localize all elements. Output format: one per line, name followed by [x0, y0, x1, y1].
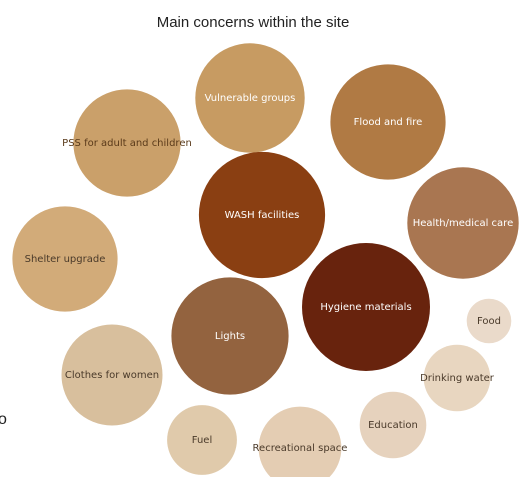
bubble-health-medical-care [407, 167, 519, 279]
bubble-shelter-upgrade [12, 206, 118, 312]
bubble-flood-and-fire [330, 64, 446, 180]
bubble-label-pss-for-adult-and-children: PSS for adult and children [62, 138, 192, 149]
bubble-drinking-water [423, 344, 491, 412]
bubble-label-lights: Lights [215, 331, 245, 342]
bubble-pss-for-adult-and-children [73, 89, 181, 197]
bubble-label-clothes-for-women: Clothes for women [65, 370, 159, 381]
bubble-label-hygiene-materials: Hygiene materials [320, 302, 411, 313]
bubble-label-fuel: Fuel [192, 435, 212, 446]
bubble-label-drinking-water: Drinking water [420, 373, 495, 384]
bubble-label-education: Education [368, 420, 418, 431]
bubble-clothes-for-women [61, 324, 163, 426]
bubble-label-shelter-upgrade: Shelter upgrade [25, 254, 106, 265]
bubble-fuel [167, 405, 237, 475]
stray-text: o [0, 411, 7, 428]
bubble-label-recreational-space: Recreational space [253, 443, 348, 454]
bubble-recreational-space [258, 406, 342, 477]
bubble-label-vulnerable-groups: Vulnerable groups [205, 93, 296, 104]
bubble-food [466, 298, 512, 344]
bubbles-group: Vulnerable groups Flood and fire PSS for a… [12, 43, 519, 477]
bubble-wash-facilities [198, 151, 326, 279]
bubble-lights [171, 277, 289, 395]
bubble-label-flood-and-fire: Flood and fire [354, 117, 423, 128]
bubble-hygiene-materials [302, 243, 430, 371]
bubble-label-health-medical-care: Health/medical care [413, 218, 513, 229]
bubble-education [359, 391, 427, 459]
bubble-label-food: Food [477, 316, 501, 327]
bubble-label-wash-facilities: WASH facilities [225, 210, 300, 221]
bubble-vulnerable-groups [195, 43, 305, 153]
chart-title: Main concerns within the site [157, 14, 350, 31]
